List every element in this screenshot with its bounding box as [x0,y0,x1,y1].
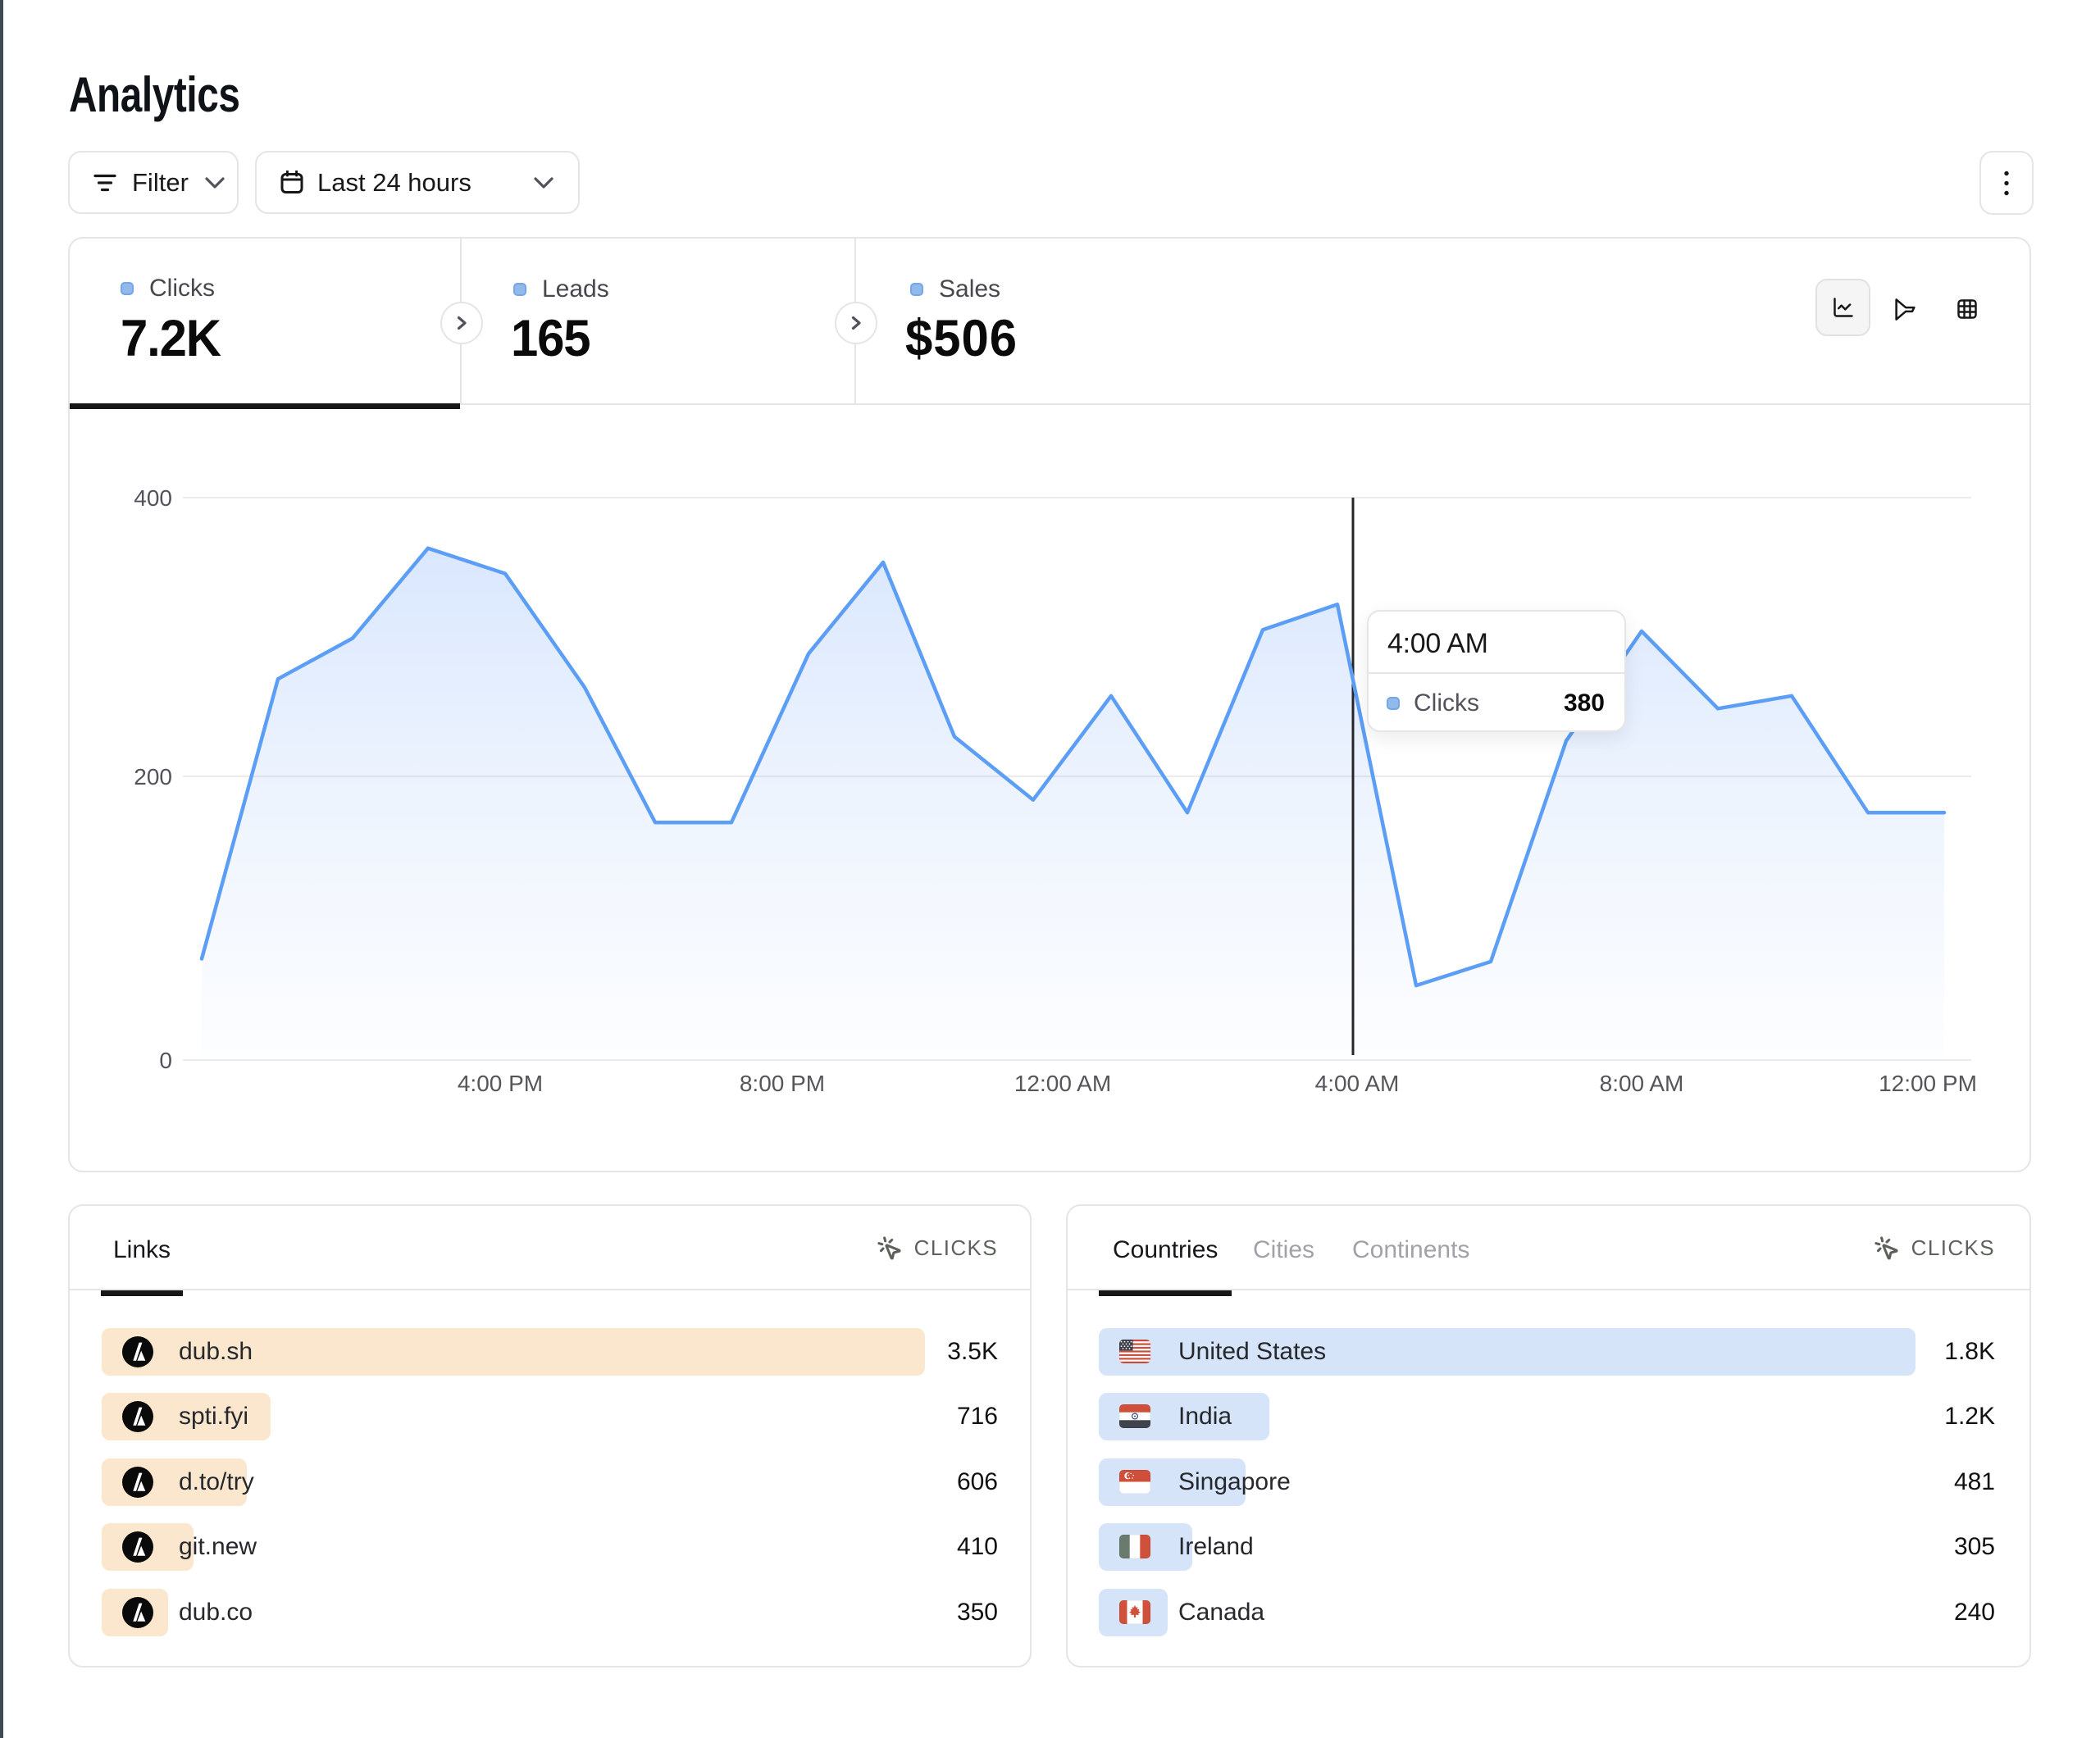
svg-text:12:00 AM: 12:00 AM [1014,1071,1111,1096]
svg-text:4:00 AM: 4:00 AM [1315,1071,1400,1096]
svg-text:400: 400 [134,485,172,511]
svg-text:12:00 PM: 12:00 PM [1879,1071,1977,1096]
svg-text:200: 200 [134,764,172,789]
svg-text:0: 0 [159,1048,172,1073]
svg-text:4:00 PM: 4:00 PM [458,1071,543,1096]
svg-text:8:00 PM: 8:00 PM [740,1071,825,1096]
svg-text:8:00 AM: 8:00 AM [1600,1071,1684,1096]
